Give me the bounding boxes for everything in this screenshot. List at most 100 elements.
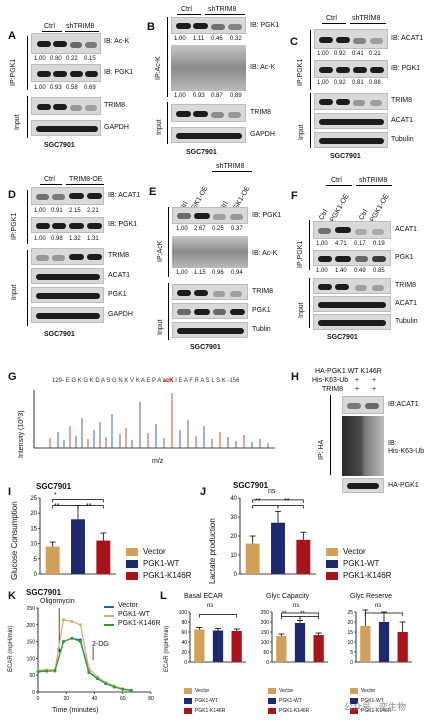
blot-ack	[31, 33, 101, 54]
blot-gapdh	[171, 127, 246, 143]
quant: 4.71	[335, 241, 347, 247]
quant: 1.15	[194, 270, 206, 276]
quant: 0.19	[373, 241, 385, 247]
y-tick-label: 25	[30, 496, 37, 502]
header-shtrim8: shTRIM8	[352, 15, 381, 22]
legend-k146r: PGK1-K146R	[279, 708, 310, 714]
legend-swatch	[268, 698, 276, 704]
ib-ub: IB:	[388, 440, 397, 447]
blot-tublin	[172, 322, 248, 338]
blot-trim8	[31, 97, 101, 115]
ylabel: ECAR (mpH/min)	[8, 625, 14, 672]
legend-swatch	[350, 688, 358, 694]
legend-swatch	[184, 698, 192, 704]
quant: 0.98	[51, 236, 63, 242]
ylabel: Glucose Consumption	[10, 501, 19, 580]
blot-pgk1	[313, 250, 391, 266]
blot-trim8	[31, 248, 104, 265]
chart-title: SGC7901	[233, 481, 269, 490]
quant: 1.11	[193, 36, 205, 42]
quant: 1.40	[335, 268, 347, 274]
ip-label: IP:PGK1	[297, 240, 304, 268]
y-tick-label: 150	[261, 630, 270, 636]
row-gapdh: GAPDH	[108, 311, 133, 318]
legend-swatch	[350, 698, 358, 704]
sig-star: **	[282, 611, 287, 617]
cell-line: SGC7901	[190, 344, 221, 351]
cell-line: SGC7901	[327, 334, 358, 341]
legend-swatch	[350, 708, 358, 714]
bar-pgk1-k146r	[313, 635, 324, 662]
sig-bracket	[277, 505, 304, 509]
y-tick-label: 20	[30, 511, 37, 517]
ib-pgk1: IB: PGK1	[104, 69, 134, 76]
y-tick-label: 250	[27, 606, 36, 612]
header-shtrim8: shTRIM8	[208, 6, 237, 13]
title-basal: Basal ECAR	[184, 593, 223, 600]
legend-vector: Vector	[118, 602, 138, 609]
y-tick-label: 80	[181, 620, 187, 626]
cell-line: SGC7901	[44, 331, 75, 338]
row-gapdh: GAPDH	[104, 124, 129, 131]
point-pgk1-k146r	[95, 677, 99, 681]
cell-line: SGC7901	[44, 142, 75, 149]
row-tubulin: Tubulin	[395, 318, 418, 325]
legend-wt: PGK1-WT	[343, 559, 380, 568]
input-label: Input	[156, 119, 163, 135]
sig-star: **	[300, 611, 305, 617]
y-tick-label: 60	[181, 630, 187, 636]
input-label: Input	[298, 124, 305, 140]
header-ctrl: Ctrl	[331, 177, 342, 184]
panel-label: G	[8, 371, 17, 383]
blot-pgk1	[172, 207, 248, 224]
row-trim8: TRIM8	[252, 288, 273, 295]
panel-label: H	[291, 371, 299, 383]
ylabel: Lactate production	[208, 518, 217, 584]
blot-pgk1	[31, 217, 104, 233]
quant: 0.93	[50, 85, 62, 91]
quant: 1.00	[317, 51, 329, 57]
header-trim8oe: TRIM8-OE	[69, 176, 103, 183]
quant: 0.46	[211, 36, 223, 42]
y-tick-label: 150	[27, 640, 36, 646]
watermark: 公众号 · 奕生物	[344, 702, 406, 712]
sig-star: **	[54, 503, 60, 510]
panel-label: L	[160, 590, 167, 602]
quant: 0.21	[369, 51, 381, 57]
point-pgk1-k146r	[87, 671, 91, 675]
quant: 0.89	[230, 93, 242, 99]
quant: 0.22	[66, 56, 78, 62]
x-tick-label: 0	[37, 696, 40, 702]
bar-pgk1-k146r	[96, 540, 111, 574]
legend-swatch-vector	[326, 548, 338, 556]
blot-pgk1-input	[172, 303, 248, 319]
header-shtrim8: shTRIM8	[216, 163, 245, 170]
point-pgk1-k146r	[70, 636, 74, 640]
blot-gapdh	[31, 120, 101, 136]
ms-spectrum	[33, 390, 275, 449]
blot-tubulin	[314, 132, 388, 148]
sig-bracket	[280, 612, 320, 616]
lane-pgk1oe-1: PGK1-OE	[329, 193, 351, 224]
y-tick-label: 40	[230, 496, 237, 502]
legend-vector: Vector	[143, 547, 166, 556]
point-pgk1-k146r	[104, 682, 108, 686]
row-trim8: TRIM8	[104, 102, 125, 109]
ib-ack: IB: Ac-K	[250, 64, 276, 71]
legend-line-k146r	[104, 624, 114, 626]
lane-pgk1oe-2: PGK1-OE	[369, 193, 391, 224]
quant: 0.87	[211, 93, 223, 99]
ib-pgk1: IB: PGK1	[108, 221, 138, 228]
legend-wt: PGK1-WT	[361, 698, 384, 704]
quant: 0.91	[51, 208, 63, 214]
ib-acat1: IB: ACAT1	[391, 35, 424, 42]
sig-ns: ns	[207, 603, 214, 609]
row-tublin: Tublin	[252, 326, 271, 333]
blot-acat1	[314, 29, 388, 49]
sig-ns: ns	[268, 488, 276, 495]
point-pgk1-k146r	[44, 669, 48, 673]
legend-swatch-vector	[126, 548, 138, 556]
bar-pgk1-wt	[71, 519, 85, 574]
input-label: Input	[298, 302, 305, 318]
sig-ns: ns	[293, 603, 300, 609]
